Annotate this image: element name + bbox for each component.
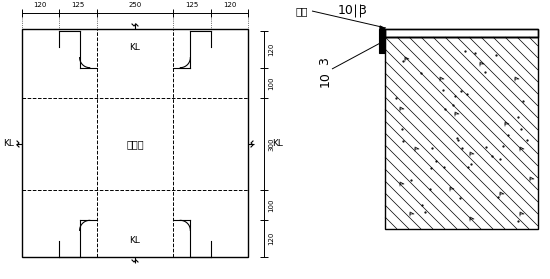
Text: 3: 3	[358, 4, 366, 18]
Text: 120: 120	[34, 2, 47, 8]
Bar	[385, 29, 538, 37]
Text: 100: 100	[268, 76, 274, 90]
Text: KL: KL	[272, 140, 283, 148]
Bar	[22, 29, 248, 257]
Text: 250: 250	[128, 2, 142, 8]
Text: KL: KL	[130, 236, 140, 245]
Bar	[385, 29, 538, 37]
Bar	[385, 29, 538, 37]
Bar	[379, 29, 385, 53]
Text: 10: 10	[338, 4, 354, 18]
Text: 125: 125	[186, 2, 199, 8]
Text: 3: 3	[318, 57, 332, 65]
Text: 125: 125	[71, 2, 84, 8]
Polygon shape	[380, 26, 385, 32]
Text: 120: 120	[268, 232, 274, 245]
Text: 100: 100	[268, 198, 274, 212]
Text: KL: KL	[130, 43, 140, 52]
Polygon shape	[380, 38, 385, 44]
Text: 120: 120	[223, 2, 236, 8]
Text: 柱顶面: 柱顶面	[126, 139, 144, 149]
Text: 120: 120	[268, 43, 274, 56]
Text: KL: KL	[3, 140, 14, 148]
Text: 300: 300	[268, 137, 274, 151]
Text: 电焊: 电焊	[295, 6, 307, 16]
Bar	[385, 37, 538, 229]
Text: 10: 10	[318, 71, 332, 87]
